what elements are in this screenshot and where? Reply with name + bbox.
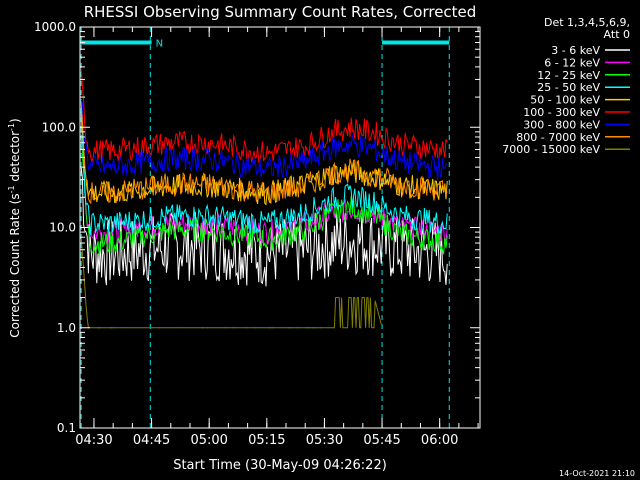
legend-header-line-1: Det 1,3,4,5,6,9, [544,16,630,29]
ylabel-pre: Corrected Count Rate (s [8,193,22,337]
ylabel-superscript-2: -1 [7,123,16,131]
legend-label: 25 - 50 keV [537,81,600,94]
y-tick-label: 100.0 [42,120,76,134]
y-tick-label: 0.1 [57,421,76,435]
x-tick-label: 05:45 [363,433,400,448]
x-tick-label: 04:30 [75,433,112,448]
marker-bar-label: N [156,39,163,50]
chart-title: RHESSI Observing Summary Count Rates, Co… [84,3,477,21]
footer-timestamp: 14-Oct-2021 21:10 [559,469,635,478]
x-tick-label: 05:15 [248,433,285,448]
series-line-12-25kev-kev [80,136,448,256]
series-line-800-7000kev-kev [80,103,448,205]
series-line-100-300kev-kev [80,68,448,164]
legend-label: 300 - 800 keV [523,118,600,131]
legend-label: 3 - 6 keV [551,44,600,57]
legend-label: 100 - 300 keV [523,106,600,119]
legend-label: 7000 - 15000 keV [502,143,600,156]
legend-header-line-2: Att 0 [604,28,630,41]
y-tick-label: 1000.0 [34,20,76,34]
ylabel-mid: detector [8,131,22,186]
y-tick-label: 1.0 [57,321,76,335]
y-axis-label: Corrected Count Rate (s-1 detector-1) [7,118,22,337]
x-axis-label: Start Time (30-May-09 04:26:22) [173,458,387,473]
series-group [80,68,448,329]
ylabel-superscript-1: -1 [7,185,16,193]
legend-label: 800 - 7000 keV [516,131,600,144]
axes: 0.1 1.0 10.0 100.0 1000.0 04:30 04:45 05:00 05:1… [34,20,480,448]
legend-label: 6 - 12 keV [544,56,600,69]
series-line-25-50kev-kev [80,111,448,235]
x-tick-label: 06:00 [421,433,458,448]
legend-label: 12 - 25 keV [537,69,600,82]
series-line-7000-15000kev-kev [80,237,382,329]
x-tick-label: 05:30 [306,433,343,448]
y-tick-label: 10.0 [49,221,76,235]
mode-markers: N [80,27,450,428]
legend-label: 50 - 100 keV [530,94,600,107]
ylabel-post: ) [8,118,22,123]
x-tick-label: 05:00 [190,433,227,448]
x-tick-label: 04:45 [133,433,170,448]
series-line-300-800kev-kev [80,99,448,180]
